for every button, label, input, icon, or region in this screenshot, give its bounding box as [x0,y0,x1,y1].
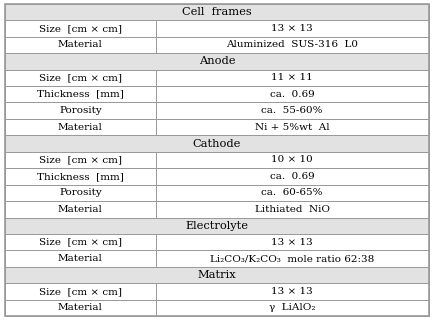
Text: 13 × 13: 13 × 13 [271,24,313,33]
Text: Size  [cm × cm]: Size [cm × cm] [39,73,122,82]
Bar [155,119,429,135]
Text: Material: Material [58,205,103,214]
Text: Ni + 5%wt  Al: Ni + 5%wt Al [255,123,329,132]
Text: Material: Material [58,303,103,312]
Text: 13 × 13: 13 × 13 [271,287,313,296]
Text: Porosity: Porosity [59,106,102,115]
Text: Thickness  [mm]: Thickness [mm] [37,90,124,99]
Bar [155,185,429,201]
Bar [5,251,155,267]
Text: Matrix: Matrix [198,270,236,280]
Bar [155,300,429,316]
Text: 11 × 11: 11 × 11 [271,73,313,82]
Text: Material: Material [58,40,103,49]
Bar [5,4,429,20]
Bar [5,168,155,185]
Bar [5,86,155,102]
Bar [155,20,429,37]
Bar [155,251,429,267]
Text: Anode: Anode [199,56,235,66]
Text: Cathode: Cathode [193,139,241,148]
Text: 10 × 10: 10 × 10 [271,156,313,164]
Bar [5,20,155,37]
Text: ca.  55-60%: ca. 55-60% [261,106,323,115]
Text: Electrolyte: Electrolyte [185,221,249,231]
Text: ca.  0.69: ca. 0.69 [270,90,315,99]
Bar [155,37,429,53]
Text: 13 × 13: 13 × 13 [271,238,313,247]
Bar [5,37,155,53]
Text: ca.  60-65%: ca. 60-65% [261,188,323,197]
Text: Material: Material [58,123,103,132]
Text: Porosity: Porosity [59,188,102,197]
Text: Size  [cm × cm]: Size [cm × cm] [39,156,122,164]
Text: Cell  frames: Cell frames [182,7,252,17]
Bar [5,218,429,234]
Text: Aluminized  SUS-316  L0: Aluminized SUS-316 L0 [226,40,358,49]
Bar [155,86,429,102]
Text: γ  LiAlO₂: γ LiAlO₂ [269,303,316,312]
Bar [5,201,155,218]
Text: Size  [cm × cm]: Size [cm × cm] [39,287,122,296]
Bar [5,119,155,135]
Bar [5,53,429,69]
Text: Material: Material [58,254,103,263]
Bar [5,234,155,251]
Bar [155,201,429,218]
Bar [5,185,155,201]
Bar [5,283,155,300]
Bar [155,102,429,119]
Text: Lithiated  NiO: Lithiated NiO [255,205,330,214]
Bar [5,135,429,152]
Bar [155,152,429,168]
Bar [5,152,155,168]
Bar [155,283,429,300]
Bar [5,102,155,119]
Text: Size  [cm × cm]: Size [cm × cm] [39,24,122,33]
Bar [155,234,429,251]
Bar [155,168,429,185]
Text: ca.  0.69: ca. 0.69 [270,172,315,181]
Bar [5,267,429,283]
Bar [5,300,155,316]
Bar [155,69,429,86]
Text: Li₂CO₃/K₂CO₃  mole ratio 62:38: Li₂CO₃/K₂CO₃ mole ratio 62:38 [210,254,374,263]
Text: Size  [cm × cm]: Size [cm × cm] [39,238,122,247]
Text: Thickness  [mm]: Thickness [mm] [37,172,124,181]
Bar [5,69,155,86]
